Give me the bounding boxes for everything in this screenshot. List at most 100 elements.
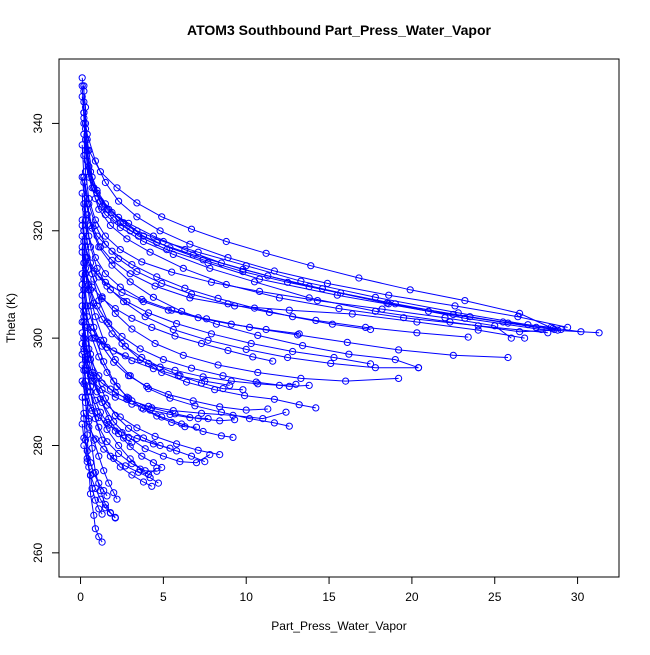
data-point bbox=[78, 189, 86, 197]
data-point bbox=[146, 248, 154, 256]
data-point bbox=[100, 445, 108, 453]
data-point bbox=[128, 400, 136, 408]
data-point bbox=[101, 178, 110, 187]
data-point bbox=[345, 350, 353, 358]
data-point bbox=[90, 299, 98, 307]
y-tick-label: 280 bbox=[31, 435, 45, 455]
data-point bbox=[158, 463, 166, 472]
data-point bbox=[93, 232, 101, 240]
data-point bbox=[294, 331, 302, 339]
data-point bbox=[121, 462, 129, 470]
data-point bbox=[100, 358, 108, 366]
data-point bbox=[178, 307, 186, 315]
data-point bbox=[153, 273, 161, 281]
data-point bbox=[113, 495, 121, 503]
data-point bbox=[85, 146, 93, 154]
x-tick-label: 0 bbox=[77, 590, 84, 604]
data-point bbox=[262, 249, 270, 257]
series-line bbox=[83, 123, 548, 334]
x-tick-label: 15 bbox=[322, 590, 336, 604]
data-point bbox=[284, 353, 292, 362]
data-point bbox=[103, 425, 111, 433]
data-point bbox=[187, 364, 196, 372]
data-point bbox=[186, 414, 194, 422]
series-line bbox=[83, 203, 316, 409]
data-point bbox=[254, 368, 262, 377]
series-line bbox=[86, 214, 371, 330]
x-tick-label: 20 bbox=[405, 590, 419, 604]
data-point bbox=[88, 368, 96, 377]
data-point bbox=[441, 314, 449, 322]
profile-series bbox=[78, 420, 111, 500]
data-point bbox=[80, 119, 88, 128]
data-point bbox=[164, 390, 172, 399]
data-point bbox=[297, 277, 305, 285]
data-point bbox=[330, 353, 338, 362]
data-point bbox=[105, 205, 113, 213]
data-point bbox=[335, 305, 343, 313]
data-point bbox=[128, 438, 136, 446]
data-point bbox=[105, 479, 113, 487]
data-point bbox=[139, 478, 148, 486]
data-point bbox=[118, 429, 126, 437]
data-point bbox=[139, 232, 148, 240]
data-point bbox=[88, 377, 96, 385]
data-point bbox=[111, 393, 119, 401]
data-point bbox=[204, 336, 212, 344]
data-point bbox=[461, 297, 469, 305]
data-point bbox=[138, 353, 146, 362]
data-point bbox=[285, 306, 293, 314]
data-point bbox=[90, 267, 98, 275]
data-point bbox=[106, 221, 115, 229]
data-point bbox=[95, 353, 103, 361]
series-layer bbox=[78, 74, 603, 546]
data-point bbox=[101, 232, 110, 240]
data-point bbox=[149, 440, 157, 448]
series-line bbox=[85, 257, 300, 335]
data-point bbox=[159, 452, 167, 460]
data-point bbox=[270, 419, 278, 427]
data-point bbox=[564, 323, 572, 331]
data-point bbox=[183, 378, 191, 386]
data-point bbox=[255, 287, 264, 295]
data-point bbox=[126, 270, 134, 278]
data-point bbox=[96, 495, 105, 503]
data-point bbox=[115, 197, 123, 205]
data-point bbox=[158, 279, 166, 287]
data-point bbox=[95, 533, 103, 541]
data-point bbox=[549, 324, 557, 333]
data-point bbox=[80, 347, 88, 356]
data-point bbox=[269, 357, 277, 365]
data-point bbox=[343, 338, 351, 346]
data-point bbox=[95, 414, 103, 422]
data-point bbox=[395, 374, 403, 382]
data-point bbox=[149, 365, 157, 373]
data-point bbox=[116, 246, 124, 254]
data-point bbox=[91, 396, 100, 404]
data-point bbox=[474, 326, 482, 334]
series-line bbox=[83, 155, 555, 330]
data-point bbox=[128, 460, 136, 468]
data-point bbox=[327, 359, 335, 367]
data-point bbox=[227, 320, 235, 328]
data-point bbox=[284, 278, 292, 286]
data-point bbox=[391, 300, 399, 308]
series-line bbox=[88, 150, 553, 329]
data-point bbox=[307, 262, 315, 270]
data-point bbox=[85, 200, 93, 208]
data-point bbox=[164, 306, 172, 314]
data-point bbox=[151, 282, 159, 290]
series-line bbox=[83, 182, 419, 369]
profile-series bbox=[80, 178, 423, 372]
data-point bbox=[91, 496, 100, 504]
data-point bbox=[231, 416, 239, 424]
data-point bbox=[168, 418, 176, 426]
data-point bbox=[275, 381, 283, 389]
data-point bbox=[90, 334, 98, 342]
data-point bbox=[197, 409, 206, 417]
data-point bbox=[78, 339, 86, 348]
data-point bbox=[146, 406, 154, 414]
data-point bbox=[227, 377, 235, 385]
data-point bbox=[229, 433, 237, 441]
data-point bbox=[80, 441, 88, 450]
